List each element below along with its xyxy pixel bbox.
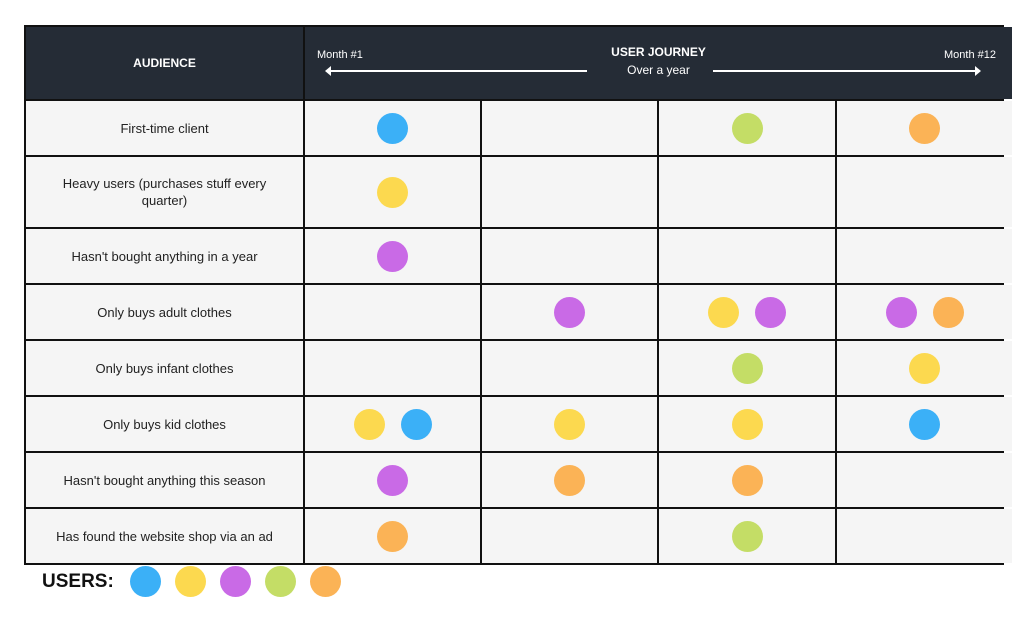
journey-cell (482, 453, 657, 507)
journey-cell (305, 229, 480, 283)
user-journey-table: AUDIENCE Month #1 USER JOURNEY Over a ye… (24, 25, 1012, 565)
journey-cell (305, 285, 480, 339)
user-dot-orange (731, 464, 763, 496)
journey-cell (659, 509, 835, 563)
journey-cell (482, 509, 657, 563)
journey-cell (482, 397, 657, 451)
legend-dot-blue (129, 566, 161, 597)
legend-dot-green (264, 566, 296, 597)
user-dot-yellow (353, 408, 385, 440)
journey-cell (837, 509, 1012, 563)
audience-cell: First-time client (26, 101, 303, 155)
user-dot-yellow (377, 176, 408, 208)
journey-cell (305, 157, 480, 227)
user-dot-purple (554, 296, 585, 328)
user-dot-blue (400, 408, 432, 440)
user-dot-orange (909, 112, 940, 144)
audience-label: Heavy users (purchases stuff every quart… (62, 176, 267, 208)
user-dot-purple (377, 464, 408, 496)
journey-subtitle: Over a year (627, 63, 690, 77)
journey-cell (659, 397, 835, 451)
journey-title: USER JOURNEY (611, 45, 706, 59)
journey-cell (305, 453, 480, 507)
audience-cell: Only buys kid clothes (26, 397, 303, 451)
journey-cell (659, 229, 835, 283)
journey-cell (659, 285, 835, 339)
audience-label: Hasn't bought anything in a year (71, 248, 258, 264)
journey-cell (482, 285, 657, 339)
month-start-label: Month #1 (317, 49, 363, 61)
journey-cell (837, 341, 1012, 395)
month-end-label: Month #12 (944, 49, 996, 61)
legend-dot-purple (219, 566, 251, 597)
journey-cell (837, 285, 1012, 339)
audience-header: AUDIENCE (26, 27, 303, 99)
audience-label: Only buys adult clothes (97, 304, 232, 320)
journey-cell (305, 509, 480, 563)
legend-title: USERS: (42, 570, 114, 592)
journey-cell (482, 101, 657, 155)
user-dot-blue (909, 408, 940, 440)
users-legend: USERS: (42, 566, 341, 597)
journey-cell (659, 157, 835, 227)
user-dot-green (731, 112, 763, 144)
journey-cell (305, 341, 480, 395)
user-dot-orange (554, 464, 585, 496)
journey-cell (837, 397, 1012, 451)
user-dot-yellow (909, 352, 940, 384)
legend-dot-orange (309, 566, 341, 597)
user-dot-purple (885, 296, 917, 328)
user-dot-orange (377, 520, 408, 552)
journey-cell (837, 101, 1012, 155)
user-dot-purple (755, 296, 786, 328)
user-dot-yellow (708, 296, 739, 328)
journey-cell (482, 157, 657, 227)
user-dot-orange (932, 296, 964, 328)
journey-cell (659, 101, 835, 155)
user-dot-purple (377, 240, 408, 272)
legend-dot-yellow (174, 566, 206, 597)
arrow-left-icon (325, 66, 587, 76)
user-dot-blue (377, 112, 408, 144)
audience-cell: Only buys infant clothes (26, 341, 303, 395)
audience-label: Only buys infant clothes (95, 360, 234, 376)
arrow-right-icon (713, 66, 981, 76)
journey-cell (659, 341, 835, 395)
audience-cell: Only buys adult clothes (26, 285, 303, 339)
journey-cell (482, 341, 657, 395)
journey-cell (837, 157, 1012, 227)
user-dot-yellow (554, 408, 585, 440)
audience-cell: Heavy users (purchases stuff every quart… (26, 157, 303, 227)
audience-cell: Has found the website shop via an ad (26, 509, 303, 563)
audience-label: First-time client (120, 120, 209, 136)
user-dot-green (731, 352, 763, 384)
audience-label: Hasn't bought anything this season (63, 472, 266, 488)
journey-cell (837, 229, 1012, 283)
journey-cell (837, 453, 1012, 507)
user-journey-header: Month #1 USER JOURNEY Over a year Month … (305, 27, 1012, 99)
journey-cell (305, 397, 480, 451)
journey-cell (659, 453, 835, 507)
journey-cell (482, 229, 657, 283)
audience-cell: Hasn't bought anything this season (26, 453, 303, 507)
user-dot-green (731, 520, 763, 552)
user-dot-yellow (731, 408, 763, 440)
journey-cell (305, 101, 480, 155)
audience-cell: Hasn't bought anything in a year (26, 229, 303, 283)
audience-label: Has found the website shop via an ad (56, 528, 273, 544)
audience-label: Only buys kid clothes (103, 416, 226, 432)
